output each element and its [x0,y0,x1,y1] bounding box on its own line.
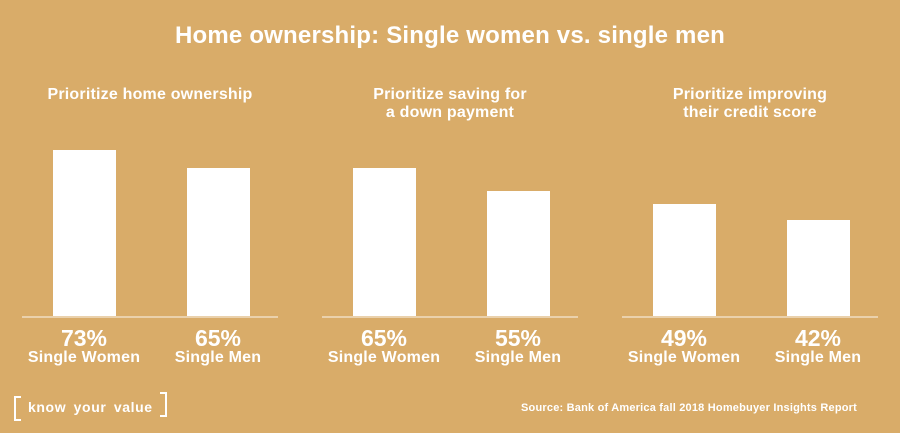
chart-group-credit-score: Prioritize improving their credit score … [600,0,900,433]
category-label: Single Men [174,349,262,366]
axis-baseline [322,316,578,318]
know-your-value-logo: know your value [14,390,167,421]
chart-group-down-payment: Prioritize saving for a down payment 65%… [300,0,600,433]
axis-baseline [22,316,278,318]
bar-single-men [187,168,250,316]
bar-single-women [353,168,416,316]
bar-single-women [53,150,116,316]
bar-single-men [487,191,550,316]
category-label: Single Women [327,349,441,366]
source-attribution: Source: Bank of America fall 2018 Homebu… [521,402,857,414]
value-label: 42% [794,325,842,351]
group-title: Prioritize saving for a down payment [373,86,527,121]
chart-group-home-ownership: Prioritize home ownership 73% 65% Single… [0,0,300,433]
logo-text: know your value [28,398,153,415]
value-label: 49% [660,325,708,351]
category-label: Single Women [27,349,141,366]
right-bracket-icon [159,392,167,417]
value-label: 73% [60,325,108,351]
bar-single-women [653,204,716,316]
bar-single-men [787,220,850,316]
group-title: Prioritize home ownership [47,86,253,103]
category-label: Single Men [774,349,862,366]
value-label: 65% [360,325,408,351]
page-title: Home ownership: Single women vs. single … [174,22,726,49]
category-label: Single Women [627,349,741,366]
category-label: Single Men [474,349,562,366]
value-label: 55% [494,325,542,351]
axis-baseline [622,316,878,318]
value-label: 65% [194,325,242,351]
left-bracket-icon [14,396,21,421]
group-title: Prioritize improving their credit score [672,86,828,121]
